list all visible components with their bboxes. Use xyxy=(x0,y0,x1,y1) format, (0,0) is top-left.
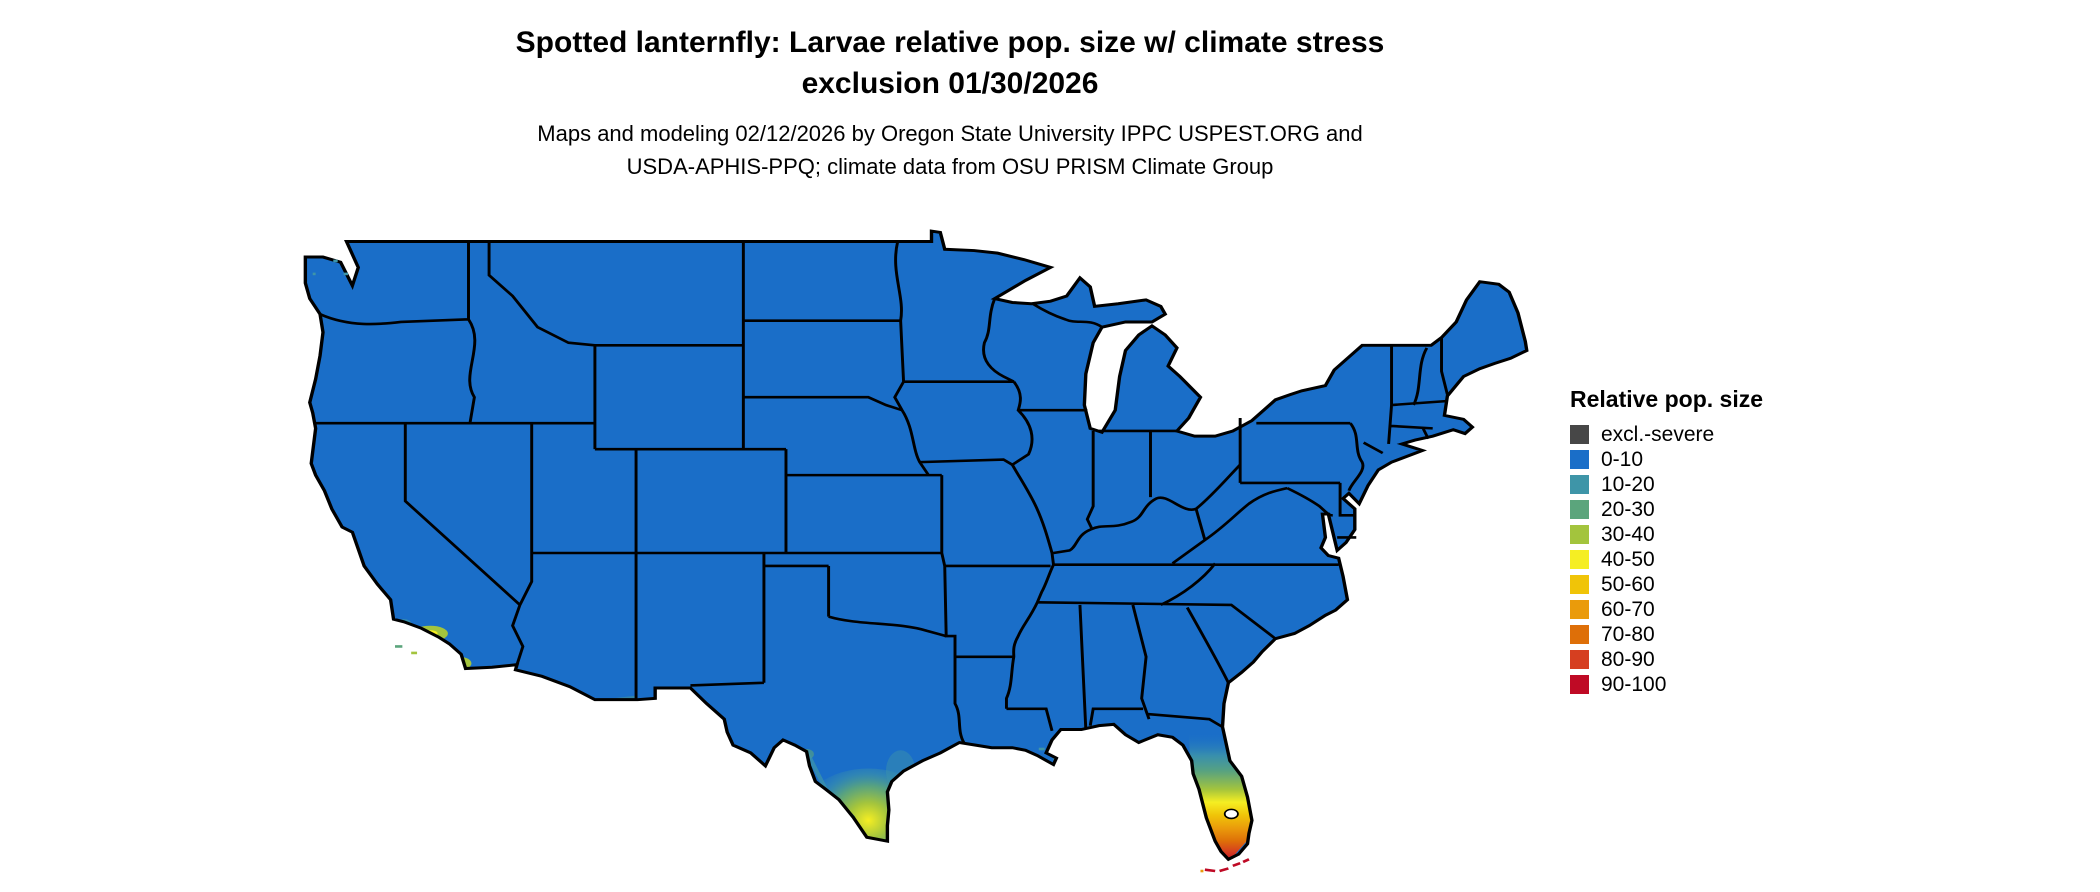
florida-keys xyxy=(1200,858,1250,873)
legend-item-label: 90-100 xyxy=(1601,673,1667,696)
legend-item-label: 50-60 xyxy=(1601,573,1655,596)
legend-swatch xyxy=(1570,625,1589,644)
legend-item: 20-30 xyxy=(1570,498,1890,521)
legend-swatch xyxy=(1570,475,1589,494)
legend-item: 60-70 xyxy=(1570,598,1890,621)
legend-swatch xyxy=(1570,650,1589,669)
legend-swatch xyxy=(1570,450,1589,469)
legend-item-label: 70-80 xyxy=(1601,623,1655,646)
legend-item: 30-40 xyxy=(1570,523,1890,546)
map-subtitle-line2: USDA-APHIS-PPQ; climate data from OSU PR… xyxy=(626,154,1274,179)
us-map xyxy=(298,222,1540,884)
legend-item-label: 0-10 xyxy=(1601,448,1644,471)
legend-item: 70-80 xyxy=(1570,623,1890,646)
legend-item: 90-100 xyxy=(1570,673,1890,696)
legend-swatch xyxy=(1570,500,1589,519)
legend-item: 40-50 xyxy=(1570,548,1890,571)
legend-item-label: 80-90 xyxy=(1601,648,1655,671)
puget-sound-flecks xyxy=(312,259,348,276)
legend-item-label: 10-20 xyxy=(1601,473,1655,496)
legend-item: 0-10 xyxy=(1570,448,1890,471)
subtitle-block: Maps and modeling 02/12/2026 by Oregon S… xyxy=(60,117,1840,183)
lake-okeechobee xyxy=(1223,808,1239,820)
legend-item-label: 30-40 xyxy=(1601,523,1655,546)
map-title-line2: exclusion 01/30/2026 xyxy=(801,67,1099,100)
map-title-line1: Spotted lanternfly: Larvae relative pop.… xyxy=(515,26,1385,59)
legend-swatch xyxy=(1570,575,1589,594)
legend-swatch xyxy=(1570,675,1589,694)
state-borders-east xyxy=(1037,337,1449,730)
legend-swatch xyxy=(1570,525,1589,544)
legend-swatch xyxy=(1570,550,1589,569)
state-borders-west xyxy=(315,241,942,700)
legend-swatch xyxy=(1570,600,1589,619)
state-borders-plains xyxy=(743,241,1051,638)
map-subtitle-line1: Maps and modeling 02/12/2026 by Oregon S… xyxy=(537,121,1363,146)
legend-item-label: excl.-severe xyxy=(1601,423,1715,446)
legend: Relative pop. size excl.-severe 0-10 10-… xyxy=(1570,386,1890,700)
title-block: Spotted lanternfly: Larvae relative pop.… xyxy=(60,22,1840,183)
legend-item-label: 40-50 xyxy=(1601,548,1655,571)
state-borders xyxy=(315,241,1449,744)
channel-islands xyxy=(395,645,418,655)
legend-item: excl.-severe xyxy=(1570,423,1890,446)
legend-item: 10-20 xyxy=(1570,473,1890,496)
legend-items: excl.-severe 0-10 10-20 20-30 30-40 40-5… xyxy=(1570,423,1890,696)
legend-item: 50-60 xyxy=(1570,573,1890,596)
florida-hotspot xyxy=(1188,734,1252,860)
legend-item: 80-90 xyxy=(1570,648,1890,671)
offshore-features xyxy=(312,259,1250,873)
legend-item-label: 60-70 xyxy=(1601,598,1655,621)
us-map-svg xyxy=(303,229,1529,873)
legend-item-label: 20-30 xyxy=(1601,498,1655,521)
legend-title: Relative pop. size xyxy=(1570,386,1764,412)
legend-swatch xyxy=(1570,425,1589,444)
